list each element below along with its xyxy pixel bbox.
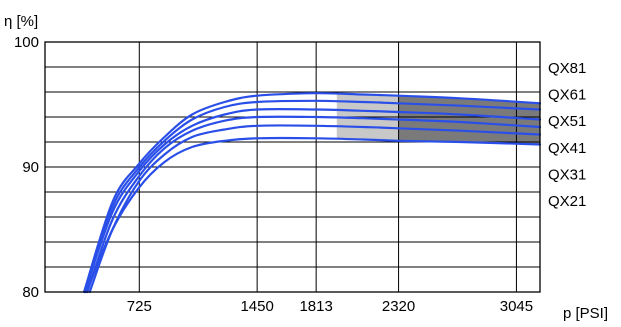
efficiency-curve-1 [85, 136, 542, 294]
efficiency-curves [82, 92, 542, 294]
x-axis-label: p [PSI] [563, 305, 608, 322]
model-label: QX21 [548, 193, 586, 210]
x-tick-label: 1450 [240, 298, 273, 315]
grid [45, 42, 540, 292]
model-label: QX61 [548, 87, 586, 104]
model-label: QX51 [548, 113, 586, 130]
y-tick-label: 90 [22, 159, 39, 176]
y-tick-label: 100 [14, 34, 39, 51]
y-axis-label: η [%] [4, 13, 38, 30]
x-tick-label: 725 [127, 298, 152, 315]
model-label: QX41 [548, 140, 586, 157]
efficiency-curve-4 [83, 107, 542, 294]
model-labels: QX81 QX61 QX51 QX41 QX31 QX21 [548, 60, 586, 210]
x-tick-label: 3045 [500, 298, 533, 315]
x-tick-label: 1813 [299, 298, 332, 315]
y-tick-label: 80 [22, 284, 39, 301]
tick-labels: 80 90 100 725 1450 1813 2320 3045 [14, 34, 533, 315]
efficiency-curve-6 [82, 92, 542, 294]
x-tick-label: 2320 [382, 298, 415, 315]
plot-frame [44, 41, 541, 293]
model-label: QX31 [548, 166, 586, 183]
efficiency-curve-3 [86, 115, 542, 294]
efficiency-curve-2 [88, 124, 542, 294]
efficiency-curve-5 [84, 99, 542, 294]
model-label: QX81 [548, 60, 586, 77]
